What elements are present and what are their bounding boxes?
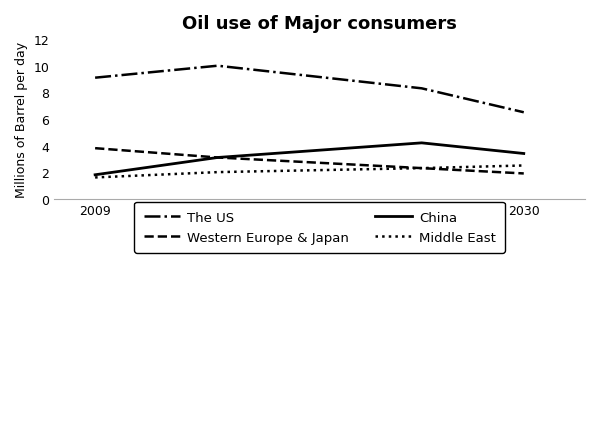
Title: Oil use of Major consumers: Oil use of Major consumers: [182, 15, 457, 33]
Y-axis label: Millions of Barrel per day: Millions of Barrel per day: [15, 42, 28, 198]
Legend: The US, Western Europe & Japan, China, Middle East: The US, Western Europe & Japan, China, M…: [134, 202, 505, 253]
